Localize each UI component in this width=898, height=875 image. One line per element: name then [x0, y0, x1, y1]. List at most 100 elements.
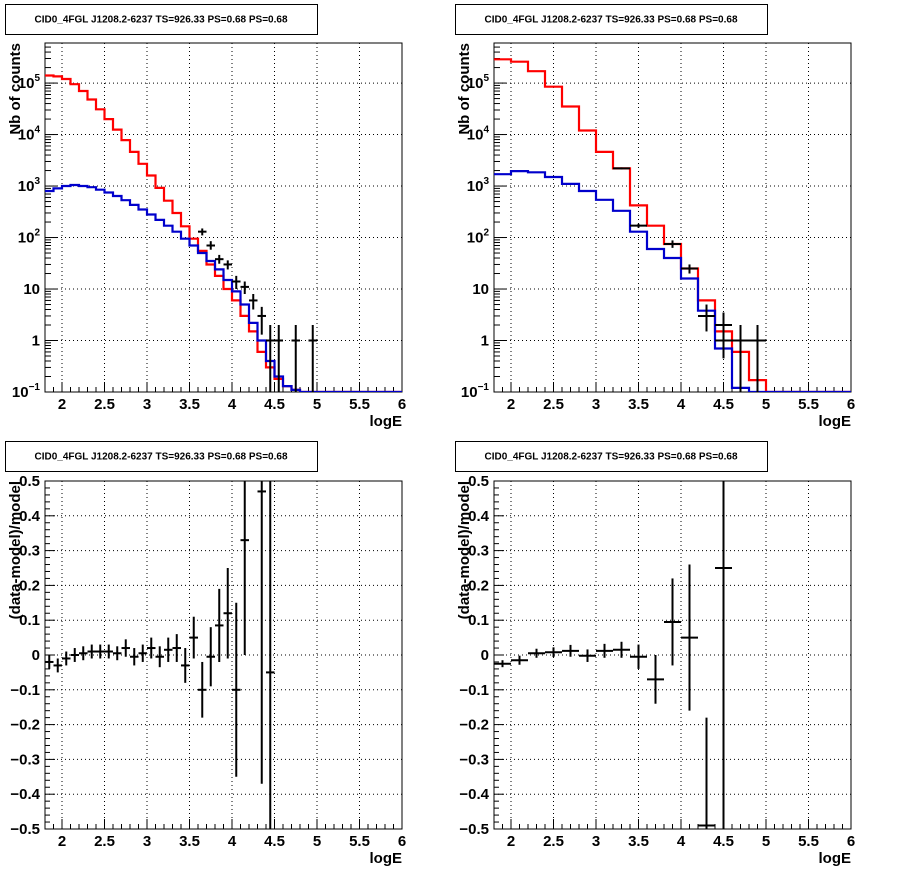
axis-ticks	[493, 480, 852, 830]
y-tick-label: 102	[18, 228, 41, 247]
data-points	[613, 167, 766, 392]
x-tick-label: 2	[58, 396, 66, 413]
data-point	[681, 564, 698, 711]
data-point	[215, 588, 224, 662]
pad-title-box	[5, 441, 318, 472]
y-tick-label: 103	[18, 176, 41, 195]
y-tick-label: 102	[467, 228, 490, 247]
data-point	[79, 646, 88, 661]
x-axis-title: logE	[819, 413, 852, 430]
data-point	[698, 717, 715, 829]
x-tick-label: 5	[762, 396, 770, 413]
data-point	[664, 578, 681, 666]
pad-title-text: CID0_4FGL J1208.2-6237 TS=926.33 PS=0.68…	[484, 15, 737, 26]
series-layer	[494, 58, 851, 392]
y-tick-label: 0.3	[19, 543, 40, 560]
data-point	[308, 325, 317, 392]
y-tick-labels: −0.5 −0.4 −0.3 −0.2 −0.1 0 0.1 0.2 0.3 0.4 0.5	[459, 473, 489, 838]
x-tick-label: 4.5	[264, 396, 285, 413]
data-point	[732, 325, 749, 392]
y-tick-label: 1	[481, 333, 489, 350]
y-tick-label: 10	[23, 281, 40, 298]
data-point	[596, 643, 613, 658]
x-tick-label: 2	[507, 833, 515, 850]
data-point	[291, 325, 300, 392]
grid	[45, 481, 402, 829]
x-tick-label: 4	[228, 396, 237, 413]
y-tick-label: 0.2	[468, 577, 489, 594]
y-tick-label: −0.5	[10, 821, 40, 838]
y-tick-label: 0.5	[468, 473, 489, 490]
y-tick-label: 0.4	[19, 508, 41, 525]
x-tick-labels: 2 2.5 3 3.5 4 4.5 5 5.5 6	[58, 833, 406, 850]
data-points	[198, 228, 317, 392]
y-tick-label: 105	[467, 73, 490, 92]
data-points	[494, 481, 732, 829]
pad-title: CID0_4FGL J1208.2-6237 TS=926.33 PS=0.68…	[455, 4, 768, 35]
data-point	[181, 648, 190, 683]
x-tick-label: 2	[58, 833, 66, 850]
data-point	[647, 655, 664, 704]
y-axis-title: (data-model)/model	[456, 481, 473, 619]
y-tick-label: 0.1	[468, 612, 489, 629]
y-tick-label: −0.2	[459, 717, 489, 734]
data-point	[198, 228, 207, 236]
y-tick-label: 1	[32, 333, 40, 350]
y-tick-label: 0.5	[19, 473, 40, 490]
data-point	[613, 641, 630, 658]
y-tick-label: 0	[481, 647, 489, 664]
x-tick-label: 3.5	[628, 396, 649, 413]
y-tick-label: 104	[18, 125, 41, 144]
plot-frame	[493, 42, 852, 393]
y-axis-title: Nb of counts	[7, 43, 24, 135]
x-tick-label: 2.5	[94, 396, 115, 413]
axis-ticks	[493, 42, 852, 393]
data-point	[206, 241, 215, 250]
x-tick-label: 3	[143, 833, 151, 850]
pad-title-text: CID0_4FGL J1208.2-6237 TS=926.33 PS=0.68…	[34, 15, 287, 26]
data-point	[749, 325, 766, 392]
pad-title: CID0_4FGL J1208.2-6237 TS=926.33 PS=0.68…	[455, 441, 768, 472]
data-point	[121, 639, 130, 657]
data-point	[562, 644, 579, 657]
x-tick-label: 4.5	[713, 396, 734, 413]
data-point	[232, 275, 241, 290]
plot-frame	[44, 42, 403, 393]
data-point	[223, 260, 232, 270]
y-tick-label: −0.4	[10, 786, 40, 803]
data-point	[138, 644, 147, 662]
x-tick-label: 5.5	[349, 833, 370, 850]
x-tick-label: 5.5	[798, 833, 819, 850]
data-points	[45, 481, 275, 829]
y-tick-label: 104	[467, 125, 490, 144]
x-tick-label: 4.5	[264, 833, 285, 850]
data-point	[70, 648, 79, 662]
data-point	[274, 325, 283, 392]
source-model-histogram	[494, 170, 851, 392]
plot-frame	[44, 480, 403, 830]
data-point	[266, 481, 275, 829]
data-point	[257, 481, 266, 784]
chart-panel-3: CID0_4FGL J1208.2-6237 TS=926.33 PS=0.68…	[5, 441, 406, 867]
x-tick-label: 2.5	[543, 833, 564, 850]
x-tick-labels: 2 2.5 3 3.5 4 4.5 5 5.5 6	[58, 396, 406, 413]
data-point	[172, 634, 181, 662]
y-tick-label: 10−1	[12, 382, 41, 401]
data-point	[511, 655, 528, 665]
y-tick-label: 10	[472, 281, 489, 298]
data-point	[240, 481, 249, 655]
x-tick-label: 2.5	[94, 833, 115, 850]
x-axis-title: logE	[819, 850, 852, 867]
x-tick-label: 3.5	[179, 396, 200, 413]
data-point	[579, 649, 596, 662]
data-point	[630, 223, 647, 228]
y-tick-label: 0.4	[468, 508, 490, 525]
y-tick-label: −0.1	[10, 682, 40, 699]
y-tick-labels: 10−1 1 10 102 103 104 105	[461, 73, 490, 401]
y-tick-label: 0.1	[19, 612, 40, 629]
y-tick-label: −0.4	[459, 786, 489, 803]
y-tick-label: 0.2	[19, 577, 40, 594]
pad-title: CID0_4FGL J1208.2-6237 TS=926.33 PS=0.68…	[5, 441, 318, 472]
data-point	[53, 658, 62, 673]
data-point	[613, 167, 630, 170]
